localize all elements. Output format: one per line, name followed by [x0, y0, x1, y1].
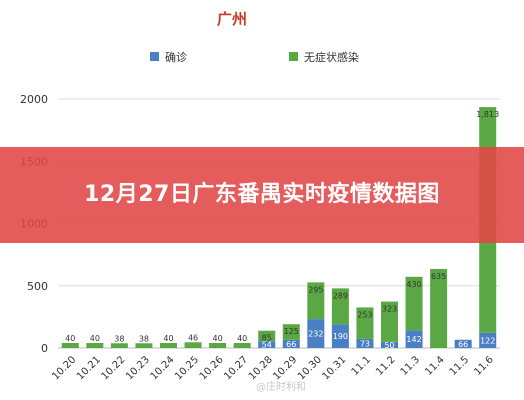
bar-confirmed	[307, 319, 325, 348]
x-tick-label: 11.6	[472, 354, 496, 378]
bar-asymptomatic	[209, 343, 227, 348]
data-label-confirmed: 54	[262, 341, 272, 350]
bar-confirmed	[356, 338, 374, 348]
bar-asymptomatic	[61, 343, 79, 348]
data-label-confirmed: 142	[406, 335, 421, 344]
bar-asymptomatic	[331, 288, 349, 325]
chart-title: 广州	[217, 10, 247, 28]
bar-confirmed	[479, 332, 497, 348]
data-label-confirmed: 190	[333, 332, 348, 341]
data-label-asymptomatic: 40	[90, 334, 100, 343]
x-tick-label: 10.22	[99, 354, 127, 382]
bar-asymptomatic	[381, 301, 398, 342]
legend: 确诊 无症状感染	[150, 50, 359, 64]
bar-asymptomatic	[307, 282, 325, 320]
data-label-asymptomatic: 1,813	[476, 110, 499, 119]
data-label-asymptomatic: 289	[333, 291, 348, 300]
headline-banner: 12月27日广东番禺实时疫情数据图	[0, 147, 524, 243]
data-label-asymptomatic: 40	[213, 334, 223, 343]
bar-asymptomatic	[135, 343, 153, 348]
data-label-confirmed: 232	[308, 330, 323, 339]
data-label-asymptomatic: 40	[65, 334, 75, 343]
x-tick-label: 11.4	[423, 354, 447, 378]
data-label-asymptomatic: 85	[262, 334, 272, 343]
data-label-confirmed: 122	[480, 336, 495, 345]
data-label-asymptomatic: 38	[114, 334, 124, 343]
data-label-asymptomatic: 253	[357, 310, 372, 319]
x-tick-label: 10.24	[149, 354, 177, 382]
data-label-asymptomatic: 40	[163, 334, 173, 343]
bar-asymptomatic	[282, 324, 300, 340]
bar-asymptomatic	[430, 268, 448, 348]
bar-asymptomatic	[405, 276, 423, 331]
bar-confirmed	[331, 324, 349, 348]
x-tick-label: 10.29	[271, 354, 299, 382]
data-label-asymptomatic: 635	[431, 272, 446, 281]
bar-asymptomatic	[356, 307, 374, 339]
bar-asymptomatic	[184, 342, 202, 348]
x-tick-label: 11.2	[374, 354, 398, 378]
bar-asymptomatic	[86, 343, 104, 348]
y-tick-label: 2000	[20, 93, 48, 106]
x-tick-label: 10.21	[75, 354, 103, 382]
y-tick-label: 0	[41, 342, 48, 355]
data-label-asymptomatic: 323	[382, 305, 397, 314]
data-label-confirmed: 66	[286, 340, 296, 349]
data-label-confirmed: 50	[384, 341, 394, 350]
x-tick-label: 10.28	[247, 354, 275, 382]
legend-swatch-confirmed	[150, 52, 159, 61]
data-label-asymptomatic: 295	[308, 285, 323, 294]
data-label-confirmed: 66	[458, 340, 468, 349]
legend-label-confirmed: 确诊	[165, 50, 187, 64]
bar-asymptomatic	[258, 330, 276, 342]
x-tick-label: 10.20	[50, 354, 78, 382]
x-tick-label: 10.30	[296, 354, 324, 382]
bar-asymptomatic	[160, 343, 177, 348]
x-tick-label: 10.31	[320, 354, 348, 382]
data-label-asymptomatic: 430	[406, 280, 421, 289]
x-tick-label: 11.5	[448, 354, 472, 378]
x-axis: 10.2010.2110.2210.2310.2410.2510.2610.27…	[50, 354, 495, 382]
x-tick-label: 10.23	[124, 354, 152, 382]
data-label-asymptomatic: 38	[139, 334, 149, 343]
x-tick-label: 10.27	[222, 354, 250, 382]
bar-asymptomatic	[110, 343, 128, 348]
x-tick-label: 10.25	[173, 354, 201, 382]
x-tick-label: 11.1	[350, 354, 374, 378]
watermark: @庄时利和	[256, 380, 306, 393]
legend-swatch-asymptomatic	[289, 52, 298, 61]
bar-confirmed	[454, 339, 472, 348]
bar-confirmed	[258, 341, 276, 348]
data-label-asymptomatic: 46	[188, 333, 198, 342]
bar-confirmed	[405, 330, 423, 348]
data-label-asymptomatic: 125	[284, 327, 299, 336]
data-label-asymptomatic: 40	[237, 334, 247, 343]
x-tick-label: 10.26	[198, 354, 226, 382]
bar-confirmed	[282, 339, 300, 348]
bar-confirmed	[381, 341, 398, 348]
y-tick-label: 500	[27, 280, 48, 293]
x-tick-label: 11.3	[399, 354, 423, 378]
data-label-confirmed: 73	[360, 339, 370, 348]
legend-label-asymptomatic: 无症状感染	[304, 50, 359, 64]
headline-text: 12月27日广东番禺实时疫情数据图	[84, 182, 440, 207]
bar-asymptomatic	[233, 343, 251, 348]
